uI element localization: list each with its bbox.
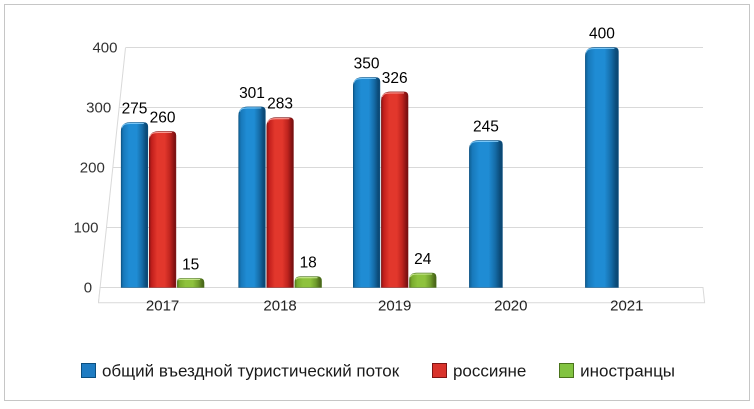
svg-text:2020: 2020: [494, 298, 527, 315]
svg-text:400: 400: [589, 26, 615, 43]
svg-text:300: 300: [86, 100, 111, 117]
svg-text:0: 0: [84, 280, 92, 297]
svg-text:301: 301: [239, 85, 265, 102]
svg-text:245: 245: [473, 119, 499, 136]
svg-text:326: 326: [382, 70, 408, 87]
svg-text:15: 15: [182, 257, 199, 274]
svg-text:24: 24: [414, 251, 432, 268]
svg-text:100: 100: [73, 220, 98, 237]
svg-text:200: 200: [80, 160, 105, 177]
svg-text:260: 260: [150, 110, 176, 127]
svg-text:350: 350: [354, 56, 380, 73]
svg-text:2017: 2017: [146, 298, 179, 315]
svg-text:400: 400: [92, 40, 117, 57]
svg-text:2018: 2018: [263, 298, 296, 315]
svg-text:283: 283: [267, 96, 293, 113]
svg-text:2019: 2019: [378, 298, 411, 315]
svg-text:18: 18: [300, 255, 317, 272]
svg-text:275: 275: [122, 101, 148, 118]
svg-text:2021: 2021: [610, 298, 643, 315]
